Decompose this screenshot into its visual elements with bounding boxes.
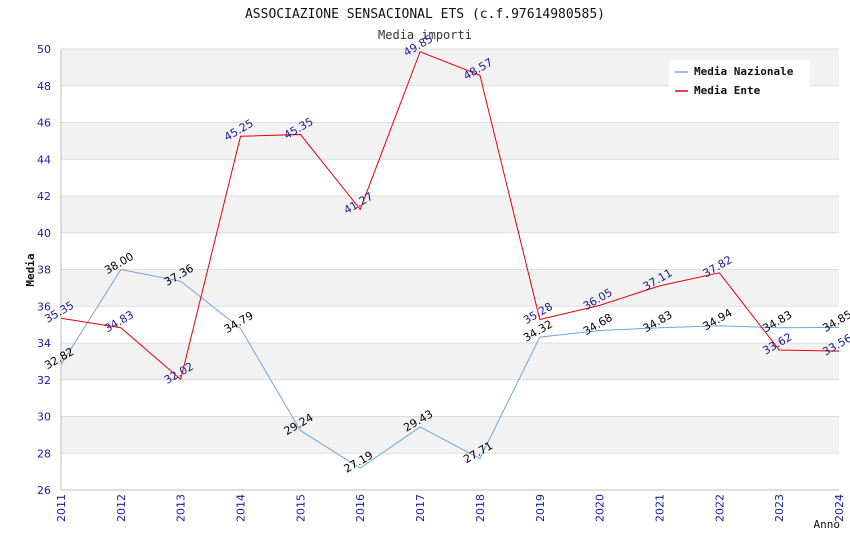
y-tick-label: 26 bbox=[37, 484, 51, 497]
x-tick-labels: 2011 2012 2013 2014 2015 2016 2017 2018 2019 2020… bbox=[55, 494, 846, 522]
legend: Media Nazionale Media Ente bbox=[669, 60, 810, 102]
band bbox=[61, 159, 839, 196]
x-tick-label: 2014 bbox=[235, 494, 248, 522]
band bbox=[61, 453, 839, 490]
x-tick-label: 2024 bbox=[833, 494, 846, 522]
legend-label-media-ente: Media Ente bbox=[694, 84, 761, 97]
chart-title: ASSOCIAZIONE SENSACIONAL ETS (c.f.976149… bbox=[245, 7, 605, 22]
band bbox=[61, 416, 839, 454]
chart-subtitle: Media importi bbox=[378, 28, 472, 42]
x-tick-label: 2020 bbox=[594, 494, 607, 522]
legend-box bbox=[669, 60, 810, 102]
y-tick-label: 36 bbox=[37, 300, 51, 313]
y-tick-label: 34 bbox=[37, 337, 51, 350]
y-tick-label: 50 bbox=[37, 43, 51, 56]
band bbox=[61, 379, 839, 417]
plot-background-bands bbox=[61, 49, 839, 490]
y-tick-label: 40 bbox=[37, 227, 51, 240]
y-tick-label: 44 bbox=[37, 153, 51, 166]
x-tick-label: 2015 bbox=[294, 494, 307, 522]
band bbox=[61, 196, 839, 233]
y-tick-label: 32 bbox=[37, 374, 51, 387]
band bbox=[61, 122, 839, 160]
axes bbox=[60, 49, 839, 491]
y-tick-label: 28 bbox=[37, 447, 51, 460]
y-tick-label: 38 bbox=[37, 264, 51, 277]
y-tick-label: 48 bbox=[37, 80, 51, 93]
y-tick-label: 42 bbox=[37, 190, 51, 203]
band bbox=[61, 232, 839, 270]
band bbox=[61, 343, 839, 380]
x-tick-label: 2018 bbox=[474, 494, 487, 522]
y-axis-label: Media bbox=[24, 253, 37, 286]
series-lines bbox=[60, 51, 840, 469]
legend-label-media-nazionale: Media Nazionale bbox=[694, 65, 794, 78]
series-line-1 bbox=[60, 51, 840, 381]
x-tick-label: 2011 bbox=[55, 494, 68, 522]
x-tick-label: 2016 bbox=[354, 494, 367, 522]
band bbox=[61, 269, 839, 307]
x-tick-label: 2019 bbox=[534, 494, 547, 522]
x-tick-label: 2023 bbox=[773, 494, 786, 522]
x-tick-label: 2017 bbox=[414, 494, 427, 522]
y-tick-labels: 26 28 30 32 34 36 38 40 42 44 46 48 50 bbox=[37, 43, 51, 497]
x-tick-label: 2012 bbox=[115, 494, 128, 522]
x-axis-label: Anno bbox=[814, 518, 841, 531]
x-tick-label: 2021 bbox=[653, 494, 666, 522]
x-tick-label: 2022 bbox=[713, 494, 726, 522]
y-tick-label: 30 bbox=[37, 411, 51, 424]
x-tick-label: 2013 bbox=[175, 494, 188, 522]
y-tick-label: 46 bbox=[37, 117, 51, 130]
series-line-0 bbox=[60, 268, 840, 469]
